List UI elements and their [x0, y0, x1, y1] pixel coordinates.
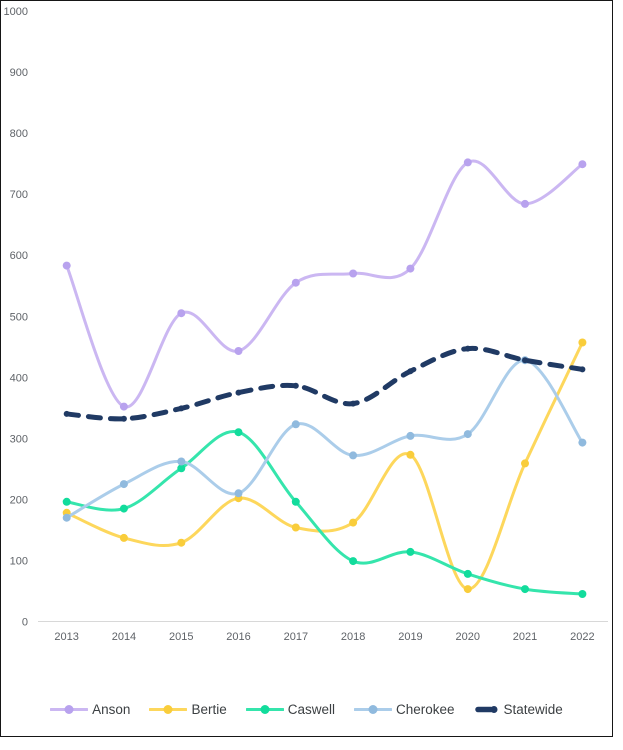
legend-label: Caswell — [287, 702, 335, 717]
data-point-cherokee — [119, 480, 128, 489]
x-axis-tick-label: 2022 — [570, 631, 594, 643]
legend-item-cherokee[interactable]: Cherokee — [353, 702, 455, 717]
legend-swatch-caswell — [245, 705, 284, 714]
legend-swatch-anson — [50, 705, 89, 714]
x-axis-tick-label: 2013 — [54, 631, 78, 643]
series-caswell — [62, 428, 587, 598]
data-point-statewide — [522, 357, 528, 364]
data-point-bertie — [578, 338, 587, 347]
data-point-caswell — [177, 464, 186, 473]
data-point-cherokee — [349, 451, 358, 460]
series-cherokee — [62, 356, 587, 522]
data-point-bertie — [291, 523, 300, 532]
series-anson — [62, 158, 587, 411]
x-axis-tick-label: 2015 — [169, 631, 193, 643]
data-point-cherokee — [578, 438, 587, 447]
data-point-statewide — [292, 382, 299, 389]
data-point-cherokee — [234, 489, 243, 498]
y-axis-tick-label: 600 — [10, 250, 28, 262]
series-line-cherokee — [65, 358, 584, 520]
y-axis-tick-label: 800 — [10, 128, 28, 140]
data-point-statewide — [350, 400, 357, 407]
data-point-bertie — [177, 538, 186, 547]
data-point-statewide — [235, 389, 242, 396]
legend-item-bertie[interactable]: Bertie — [149, 702, 227, 717]
data-point-bertie — [521, 459, 529, 468]
data-point-anson — [62, 261, 71, 270]
data-point-caswell — [463, 569, 472, 578]
data-point-bertie — [463, 585, 472, 594]
data-point-statewide — [63, 410, 70, 417]
data-point-caswell — [234, 428, 243, 437]
legend-swatch-bertie — [149, 705, 188, 714]
legend-label: Statewide — [503, 702, 563, 717]
data-point-cherokee — [177, 457, 186, 466]
data-point-cherokee — [406, 431, 415, 440]
y-axis-tick-label: 900 — [10, 67, 28, 79]
y-axis-tick-label: 100 — [10, 555, 28, 567]
y-axis-tick-label: 0 — [22, 617, 28, 629]
legend-label: Anson — [92, 702, 131, 717]
series-line-anson — [65, 159, 584, 409]
y-axis-tick-label: 500 — [10, 311, 28, 323]
series-line-bertie — [65, 341, 584, 591]
data-point-anson — [291, 278, 300, 287]
data-point-anson — [177, 309, 186, 318]
data-point-caswell — [406, 547, 415, 556]
legend-swatch-cherokee — [353, 705, 392, 714]
line-chart: 0 100 200 300 400 500 600 700 800 900 1000 2013 2014… — [4, 6, 608, 643]
y-axis-tick-label: 700 — [10, 189, 28, 201]
data-point-anson — [578, 160, 587, 169]
data-point-anson — [406, 264, 415, 273]
data-point-caswell — [119, 504, 128, 513]
data-point-bertie — [406, 450, 415, 459]
data-point-statewide — [120, 415, 127, 422]
data-point-anson — [349, 269, 358, 278]
legend-item-anson[interactable]: Anson — [50, 702, 130, 717]
x-axis-tick-label: 2019 — [398, 631, 422, 643]
y-axis-tick-label: 300 — [10, 433, 28, 445]
series-line-statewide — [64, 345, 585, 422]
data-point-cherokee — [463, 430, 472, 439]
x-axis-tick-label: 2014 — [112, 631, 136, 643]
data-point-anson — [234, 347, 243, 355]
data-point-statewide — [579, 366, 586, 373]
data-point-caswell — [291, 497, 300, 506]
data-point-anson — [119, 402, 128, 411]
legend-swatch-statewide — [474, 706, 498, 713]
chart-legend: Anson Bertie Caswell Cherokee Statewide — [1, 702, 612, 717]
data-point-caswell — [521, 585, 529, 594]
data-point-statewide — [178, 405, 185, 412]
y-axis-tick-label: 1000 — [4, 6, 28, 18]
series-statewide — [63, 345, 586, 422]
x-axis-tick-label: 2020 — [456, 631, 480, 643]
data-point-cherokee — [62, 513, 71, 522]
y-axis-tick-label: 400 — [10, 372, 28, 384]
data-point-caswell — [62, 497, 71, 506]
data-point-bertie — [119, 533, 128, 542]
legend-label: Cherokee — [395, 702, 455, 717]
x-axis-tick-label: 2018 — [341, 631, 365, 643]
data-point-statewide — [407, 368, 414, 375]
data-point-anson — [521, 199, 529, 208]
data-point-caswell — [578, 590, 587, 598]
series-bertie — [62, 338, 587, 594]
legend-label: Bertie — [191, 702, 227, 717]
legend-item-caswell[interactable]: Caswell — [245, 702, 335, 717]
data-point-caswell — [349, 557, 358, 566]
data-point-anson — [463, 158, 472, 167]
x-axis-tick-label: 2021 — [513, 631, 537, 643]
data-point-cherokee — [291, 420, 300, 429]
series-line-caswell — [65, 430, 584, 596]
legend-item-statewide[interactable]: Statewide — [474, 702, 563, 717]
chart-frame: 0 100 200 300 400 500 600 700 800 900 1000 2013 2014… — [0, 0, 613, 737]
y-axis-tick-label: 200 — [10, 494, 28, 506]
x-axis-tick-label: 2016 — [226, 631, 250, 643]
data-point-statewide — [464, 345, 471, 352]
data-point-bertie — [349, 518, 358, 527]
x-axis-tick-label: 2017 — [284, 631, 308, 643]
